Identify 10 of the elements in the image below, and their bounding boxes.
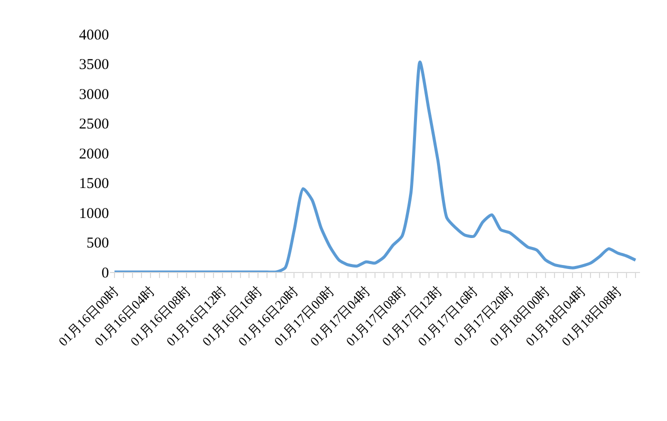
- y-tick-label: 3500: [79, 57, 109, 73]
- y-tick-label: 2500: [79, 116, 109, 132]
- y-tick-label: 500: [86, 236, 109, 252]
- y-tick-label: 4000: [79, 27, 109, 44]
- y-tick-label: 1000: [79, 206, 109, 222]
- y-tick-label: 1500: [79, 176, 109, 192]
- y-tick-label: 2000: [79, 146, 109, 162]
- y-tick-label: 0: [102, 265, 109, 282]
- line-series: [112, 60, 638, 272]
- y-tick-label: 3000: [79, 86, 109, 103]
